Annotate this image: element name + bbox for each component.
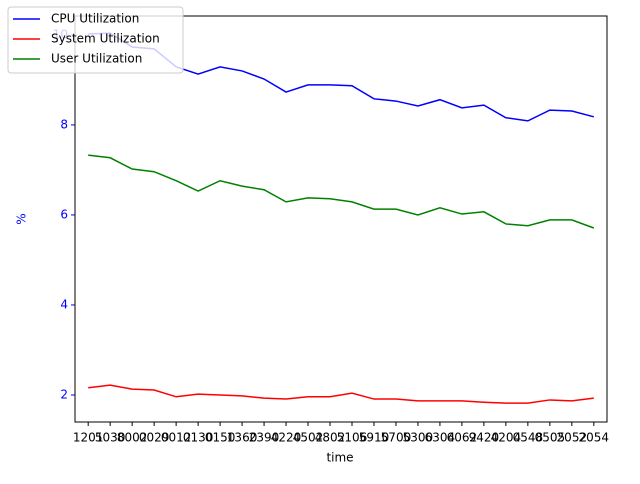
x-tick-label: 0130 [183,431,214,445]
x-tick-label: 9420 [469,431,500,445]
legend-label: CPU Utilization [51,12,139,26]
x-tick-label: 0548 [513,431,544,445]
x-tick-label: 2390 [249,431,280,445]
x-tick-label: 6304 [425,431,456,445]
plot-frame [74,15,608,423]
x-tick-label: 0505 [535,431,566,445]
x-tick-label: 2052 [557,431,588,445]
x-tick-label: 6062 [447,431,478,445]
x-tick-label: 0029 [139,431,170,445]
x-tick-label: 0150 [205,431,236,445]
y-axis-label: % [15,213,29,224]
x-axis-label: time [326,451,353,465]
y-tick-label: 8 [60,117,68,131]
y-tick-label: 6 [60,207,68,221]
x-tick-label: 4802 [315,431,346,445]
legend-box [7,6,184,74]
x-tick-label: 1201 [73,431,104,445]
line [88,154,595,229]
y-tick-label: 4 [60,297,68,311]
x-tick-label: 5910 [359,431,390,445]
y-tick-label: 2 [60,387,68,401]
x-tick-label: 4204 [491,431,522,445]
legend-label: User Utilization [51,52,142,66]
x-tick-label: 5300 [403,431,434,445]
x-tick-label: 2054 [579,431,610,445]
x-tick-label: 5700 [381,431,412,445]
x-tick-label: 0012 [161,431,192,445]
x-tick-label: 1360 [227,431,258,445]
x-tick-label: 5106 [337,431,368,445]
x-tick-label: 8002 [117,431,148,445]
legend-label: System Utilization [51,32,160,46]
x-tick-label: 4220 [271,431,302,445]
line [88,384,594,404]
x-tick-label: 5030 [95,431,126,445]
x-tick-label: 4502 [293,431,324,445]
